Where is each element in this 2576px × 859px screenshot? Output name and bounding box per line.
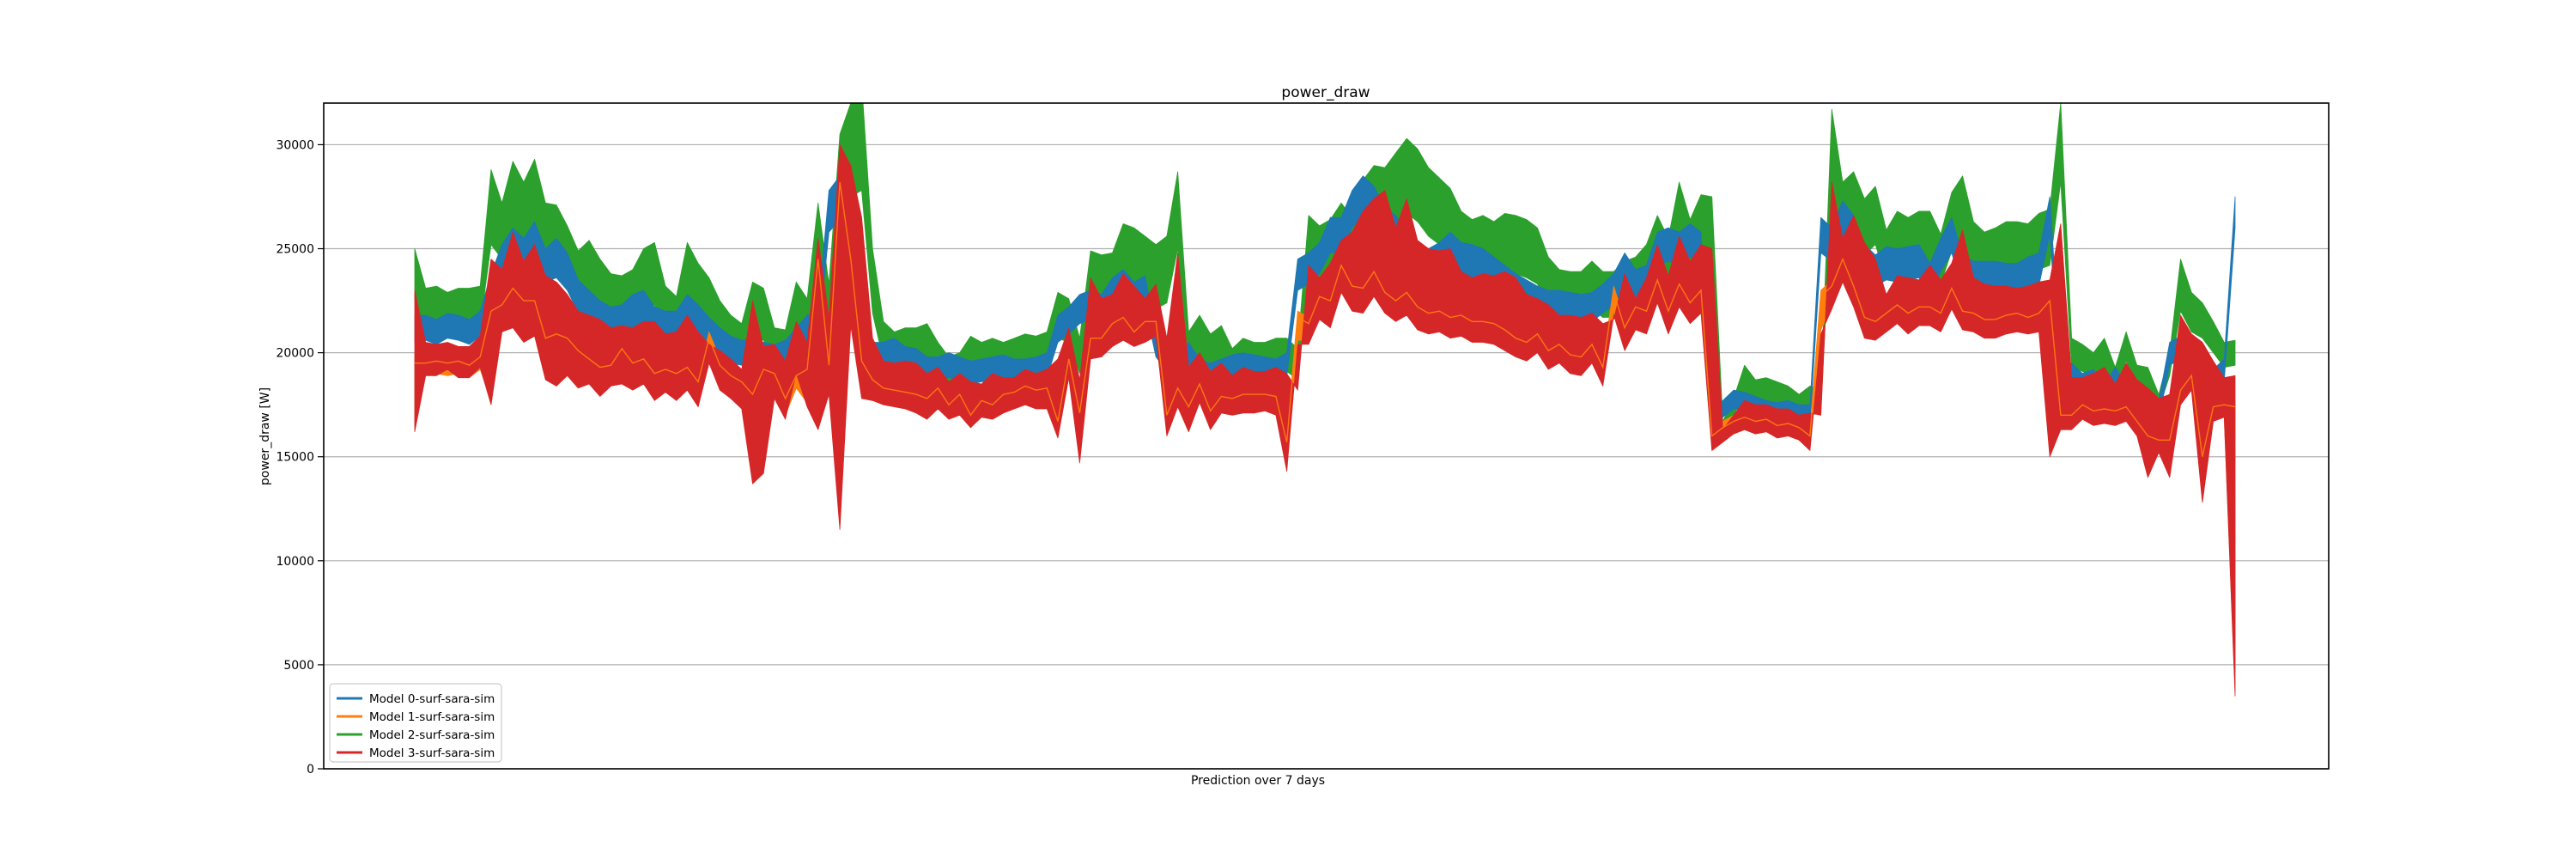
y-tick-label: 15000: [276, 451, 314, 465]
legend-label: Model 1-surf-sara-sim: [369, 710, 495, 724]
series-band: [414, 144, 2236, 697]
y-tick-label: 25000: [276, 243, 314, 257]
series-group: [414, 144, 2236, 697]
y-axis: 0 5000 10000 15000 20000 25000 30000: [276, 138, 324, 777]
legend-label: Model 0-surf-sara-sim: [369, 692, 495, 706]
y-axis-label: power_draw [W]: [258, 387, 272, 485]
plot-frame: [323, 102, 2330, 770]
prediction-bands: [414, 103, 2236, 697]
legend-label: Model 3-surf-sara-sim: [369, 746, 495, 760]
y-tick-label: 30000: [276, 138, 314, 152]
chart-title: power_draw: [1281, 84, 1370, 101]
x-axis-label: Prediction over 7 days: [1191, 774, 1325, 788]
y-tick-label: 0: [307, 763, 314, 777]
legend-label: Model 2-surf-sara-sim: [369, 728, 495, 742]
y-tick-label: 5000: [283, 659, 314, 673]
y-tick-label: 10000: [276, 555, 314, 569]
legend: Model 0-surf-sara-sim Model 1-surf-sara-s…: [329, 683, 502, 763]
y-tick-label: 20000: [276, 347, 314, 361]
series-line: [415, 181, 2236, 457]
plot-background: [324, 103, 2329, 769]
legend-box: [329, 683, 502, 763]
